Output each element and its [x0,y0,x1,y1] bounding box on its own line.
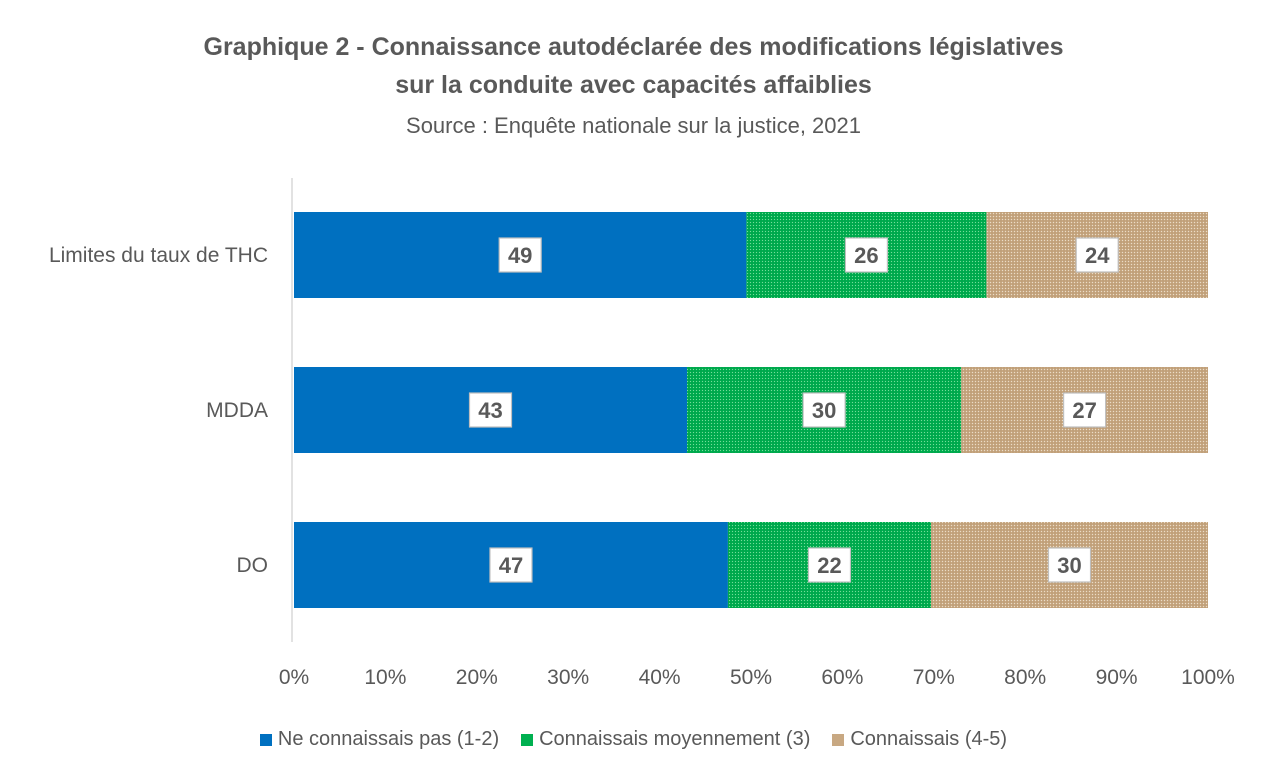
x-tick-label: 20% [456,666,498,689]
legend-swatch-green [521,733,534,746]
chart-subtitle: Source : Enquête nationale sur la justic… [406,113,861,138]
x-tick-label: 100% [1181,666,1235,689]
data-label-box [1075,237,1119,273]
legend-item-connaissais-moyennement: Connaissais moyennement (3) [521,728,810,751]
data-label-box [802,392,846,428]
data-label: 43 [478,398,502,423]
x-tick-label: 0% [279,666,309,689]
data-label: 49 [508,243,532,268]
category-label: Limites du taux de THC [49,244,268,267]
data-label-box [844,237,889,273]
x-tick-label: 90% [1096,666,1138,689]
legend: Ne connaissais pas (1-2) Connaissais moy… [0,728,1267,751]
x-tick-label: 10% [364,666,406,689]
legend-label: Connaissais (4-5) [850,728,1008,750]
legend-label: Connaissais moyennement (3) [539,728,811,750]
data-label: 27 [1072,398,1096,423]
x-tick-label: 60% [821,666,863,689]
data-label-box [807,547,852,583]
data-label-box [1063,392,1107,428]
category-label: DO [237,554,269,577]
data-label: 47 [499,553,523,578]
category-label: MDDA [206,399,268,422]
chart-title-line1: Graphique 2 - Connaissance autodéclarée … [203,33,1064,61]
legend-label: Ne connaissais pas (1-2) [277,728,500,750]
x-tick-label: 40% [639,666,681,689]
data-label: 30 [1057,553,1081,578]
data-label: 24 [1085,243,1110,268]
data-label-box [468,392,513,428]
data-label: 26 [854,243,878,268]
x-tick-label: 50% [730,666,772,689]
legend-swatch-blue [259,733,272,746]
x-tick-label: 30% [547,666,589,689]
legend-item-connaissais: Connaissais (4-5) [832,728,1007,751]
x-tick-label: 80% [1004,666,1046,689]
x-tick-label: 70% [913,666,955,689]
data-label-box [489,547,533,583]
data-label-box [498,237,542,273]
data-label: 30 [812,398,836,423]
data-label-box [1047,547,1092,583]
data-label: 22 [817,553,841,578]
chart-title-line2: sur la conduite avec capacités affaiblie… [395,71,872,99]
legend-swatch-tan [832,733,845,746]
legend-item-ne-connaissais-pas: Ne connaissais pas (1-2) [259,728,500,751]
